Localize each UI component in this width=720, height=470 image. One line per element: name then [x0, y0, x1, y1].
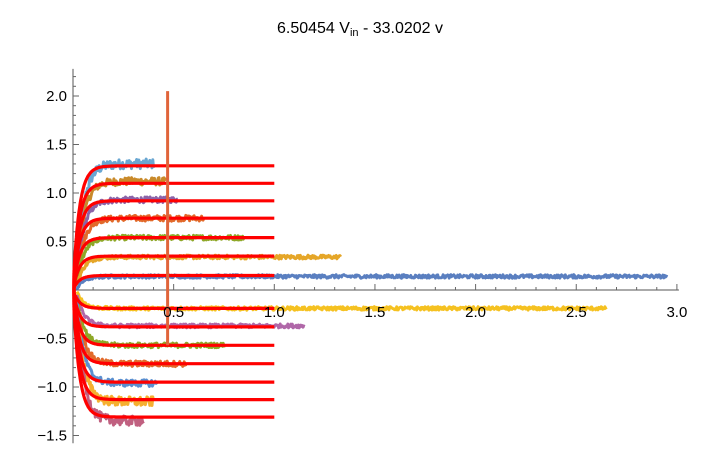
fit-curve-11: [72, 290, 275, 366]
x-tick-label: 2.0: [465, 304, 486, 321]
y-tick-label: −1.5: [37, 428, 67, 445]
y-tick-label: 0.5: [46, 234, 67, 251]
measured-series-4: [75, 213, 206, 280]
x-tick-label: 3.0: [666, 304, 687, 321]
fit-curve-9: [72, 290, 275, 329]
fit-curve-2: [72, 181, 275, 290]
fit-curve-12: [72, 290, 275, 384]
x-tick-label: 1.0: [264, 304, 285, 321]
fit-curve-8: [72, 290, 275, 310]
title-rest: - 33.0202 v: [358, 20, 444, 37]
tick-labels: 0.5 1.0 1.5 2.0 2.5 3.0 2.0 1.5 1.0 0.5 −0.5 −1.0 −1…: [37, 88, 687, 445]
y-tick-label: 1.5: [46, 137, 67, 154]
title-variable-subscript: in: [349, 27, 359, 39]
y-tick-label: −0.5: [37, 331, 67, 348]
chart-title: 6.50454 Vin - 33.0202 v: [0, 20, 720, 39]
fit-curve-7: [72, 273, 275, 290]
axes: [72, 68, 679, 444]
fit-curve-6: [72, 254, 275, 290]
fit-curve-3: [72, 199, 275, 290]
fit-curve-14: [72, 290, 275, 419]
y-tick-label: 2.0: [46, 88, 67, 105]
measured-series-13: [75, 308, 155, 407]
fit-curve-4: [72, 216, 275, 290]
y-tick-label: 1.0: [46, 185, 67, 202]
x-tick-label: 0.5: [163, 304, 184, 321]
y-tick-label: −1.0: [37, 379, 67, 396]
x-tick-label: 1.5: [365, 304, 386, 321]
title-variable: V: [339, 20, 350, 37]
fit-curve-5: [72, 236, 275, 290]
x-tick-label: 2.5: [566, 304, 587, 321]
fit-curve-1: [72, 164, 275, 290]
measured-series-6: [76, 253, 342, 286]
measured-series-group: [75, 157, 669, 427]
title-coefficient: 6.50454: [276, 20, 335, 37]
fit-curve-10: [72, 290, 275, 347]
fit-curves-group: [72, 164, 275, 419]
